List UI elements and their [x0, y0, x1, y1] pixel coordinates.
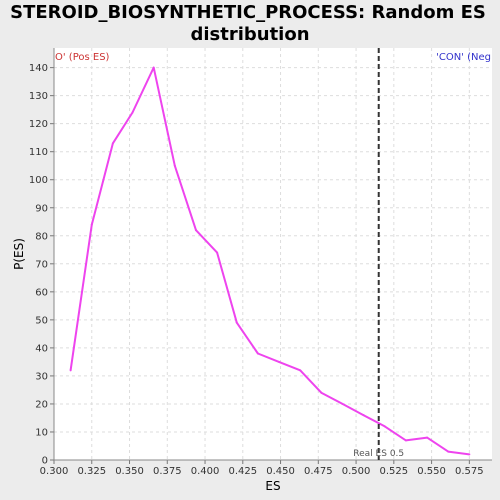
x-tick-label: 0.325 [77, 466, 106, 477]
data-point [362, 414, 365, 417]
y-tick-label: 110 [29, 147, 48, 158]
x-tick-label: 0.475 [304, 466, 333, 477]
y-tick-label: 30 [35, 371, 48, 382]
series [69, 66, 471, 456]
x-tick-label: 0.550 [417, 466, 446, 477]
data-point [69, 369, 72, 372]
y-tick-label: 90 [35, 203, 48, 214]
x-tick-label: 0.450 [266, 466, 295, 477]
data-point [111, 142, 114, 145]
data-point [383, 425, 386, 428]
y-tick-label: 10 [35, 427, 48, 438]
data-point [256, 352, 259, 355]
y-tick-label: 130 [29, 91, 48, 102]
real-es-label: Real ES 0.5 [353, 449, 404, 459]
y-tick-label: 70 [35, 259, 48, 270]
series-line [69, 66, 470, 456]
real-es-marker-group: Real ES 0.5 [353, 48, 404, 460]
y-tick-label: 80 [35, 231, 48, 242]
chart-title-line-2: distribution [190, 24, 309, 45]
data-point [90, 223, 93, 226]
y-tick-label: 20 [35, 399, 48, 410]
legend-neg-label: 'CON' (Neg [436, 52, 491, 63]
chart-title-line-1: STEROID_BIOSYNTHETIC_PROCESS: Random ES [10, 2, 486, 23]
y-tick-label: 140 [29, 63, 48, 74]
y-tick-label: 0 [42, 456, 48, 467]
x-tick-label: 0.375 [153, 466, 182, 477]
data-point [404, 439, 407, 442]
data-point [152, 66, 155, 69]
data-point [235, 321, 238, 324]
data-point [216, 251, 219, 254]
data-point [426, 436, 429, 439]
data-point [299, 369, 302, 372]
y-tick-label: 40 [35, 343, 48, 354]
data-point [131, 111, 134, 114]
y-tick-label: 120 [29, 119, 48, 130]
x-tick-label: 0.525 [380, 466, 409, 477]
axes: 0.300 0.325 0.350 0.375 0.400 0.425 0.450 0.475… [29, 48, 492, 477]
y-tick-label: 60 [35, 287, 48, 298]
y-axis-label: P(ES) [12, 238, 26, 270]
data-point [173, 164, 176, 167]
x-axis-label: ES [265, 479, 280, 493]
data-point [447, 450, 450, 453]
data-point [468, 453, 471, 456]
x-tick-label: 0.300 [40, 466, 69, 477]
x-tick-label: 0.400 [191, 466, 220, 477]
y-tick-label: 50 [35, 315, 48, 326]
data-point [320, 391, 323, 394]
y-tick-label: 100 [29, 175, 48, 186]
x-tick-label: 0.350 [115, 466, 144, 477]
data-point [278, 360, 281, 363]
legend-pos-label: O' (Pos ES) [55, 52, 110, 63]
x-tick-label: 0.425 [228, 466, 257, 477]
data-point [341, 402, 344, 405]
plot-area [54, 48, 492, 460]
x-tick-label: 0.575 [455, 466, 484, 477]
x-tick-label: 0.500 [342, 466, 371, 477]
data-point [194, 229, 197, 232]
